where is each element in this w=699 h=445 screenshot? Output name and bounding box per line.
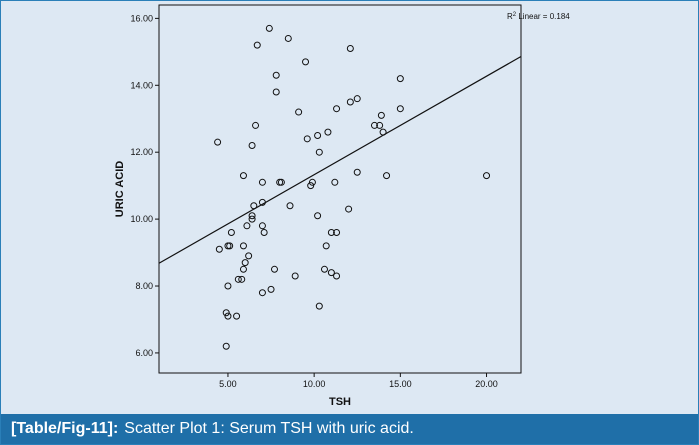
r2-annotation-prefix: R [507,12,513,21]
figure-caption: [Table/Fig-11]: Scatter Plot 1: Serum TS… [1,414,698,444]
data-point [245,252,253,260]
data-point [248,142,256,150]
data-point [370,121,378,129]
data-point [250,202,258,210]
data-point [258,289,266,297]
data-point [307,182,315,190]
data-point [396,75,404,83]
data-point [239,265,247,273]
data-point [286,202,294,210]
r2-annotation-value: Linear = 0.184 [516,12,570,21]
data-point [272,71,280,79]
data-point [345,205,353,213]
data-point [253,41,261,49]
points-group [214,24,491,350]
y-tick-label: 6.00 [135,348,153,358]
data-point [333,228,341,236]
data-point [234,275,242,283]
x-axis: 5.00 10.00 15.00 20.00 [219,373,498,389]
y-tick-label: 8.00 [135,281,153,291]
data-point [324,128,332,136]
r2-annotation-superscript: 2 [513,12,517,18]
data-point [314,131,322,139]
data-point [272,88,280,96]
data-point [258,222,266,230]
y-tick-label: 14.00 [130,80,153,90]
data-point [327,269,335,277]
plot-frame [158,4,522,374]
x-tick-label: 20.00 [475,379,498,389]
data-point [308,178,316,186]
data-point [353,95,361,103]
data-point [315,302,323,310]
data-point [303,135,311,143]
data-point [252,121,260,129]
data-point [284,34,292,42]
data-point [270,265,278,273]
data-point [215,245,223,253]
x-tick-label: 5.00 [219,379,237,389]
data-point [224,282,232,290]
data-point [260,228,268,236]
data-point [353,168,361,176]
data-point [222,309,230,317]
data-point [243,222,251,230]
data-point [379,128,387,136]
data-point [267,285,275,293]
y-axis: 6.00 8.00 10.00 12.00 14.00 16.00 [130,13,159,358]
data-point [331,178,339,186]
data-point [320,265,328,273]
scatter-chart: 6.00 8.00 10.00 12.00 14.00 16.00 5.00 10.00 15… [114,4,570,408]
data-point [226,242,234,250]
data-point [376,121,384,129]
x-tick-label: 15.00 [389,379,412,389]
data-point [233,312,241,320]
data-point [214,138,222,146]
data-point [346,98,354,106]
data-point [239,172,247,180]
data-point [241,259,249,267]
data-point [238,275,246,283]
y-axis-title: URIC ACID [114,161,126,217]
data-point [314,212,322,220]
regression-line [158,55,522,264]
plot-panel: 6.00 8.00 10.00 12.00 14.00 16.00 5.00 10.00 15… [1,1,698,414]
y-tick-label: 16.00 [130,13,153,23]
data-point [333,272,341,280]
fit-line-group [158,55,522,264]
x-axis-title: TSH [329,396,351,408]
data-point [248,212,256,220]
data-point [227,228,235,236]
data-point [248,215,256,223]
data-point [302,58,310,66]
data-point [396,105,404,113]
y-tick-label: 10.00 [130,214,153,224]
data-point [277,178,285,186]
y-tick-label: 12.00 [130,147,153,157]
data-point [483,172,491,180]
data-point [315,148,323,156]
data-point [346,44,354,52]
x-tick-label: 10.00 [303,379,326,389]
data-point [333,105,341,113]
data-point [291,272,299,280]
r2-annotation: R2 Linear = 0.184 [507,12,570,21]
data-point [258,198,266,206]
data-point [258,178,266,186]
data-point [327,228,335,236]
data-point [383,172,391,180]
data-point [377,111,385,119]
caption-text: Scatter Plot 1: Serum TSH with uric acid… [124,420,414,437]
data-point [222,342,230,350]
data-point [265,24,273,32]
data-point [322,242,330,250]
data-point [239,242,247,250]
data-point [295,108,303,116]
data-point [224,312,232,320]
caption-tag: [Table/Fig-11]: [11,420,119,437]
